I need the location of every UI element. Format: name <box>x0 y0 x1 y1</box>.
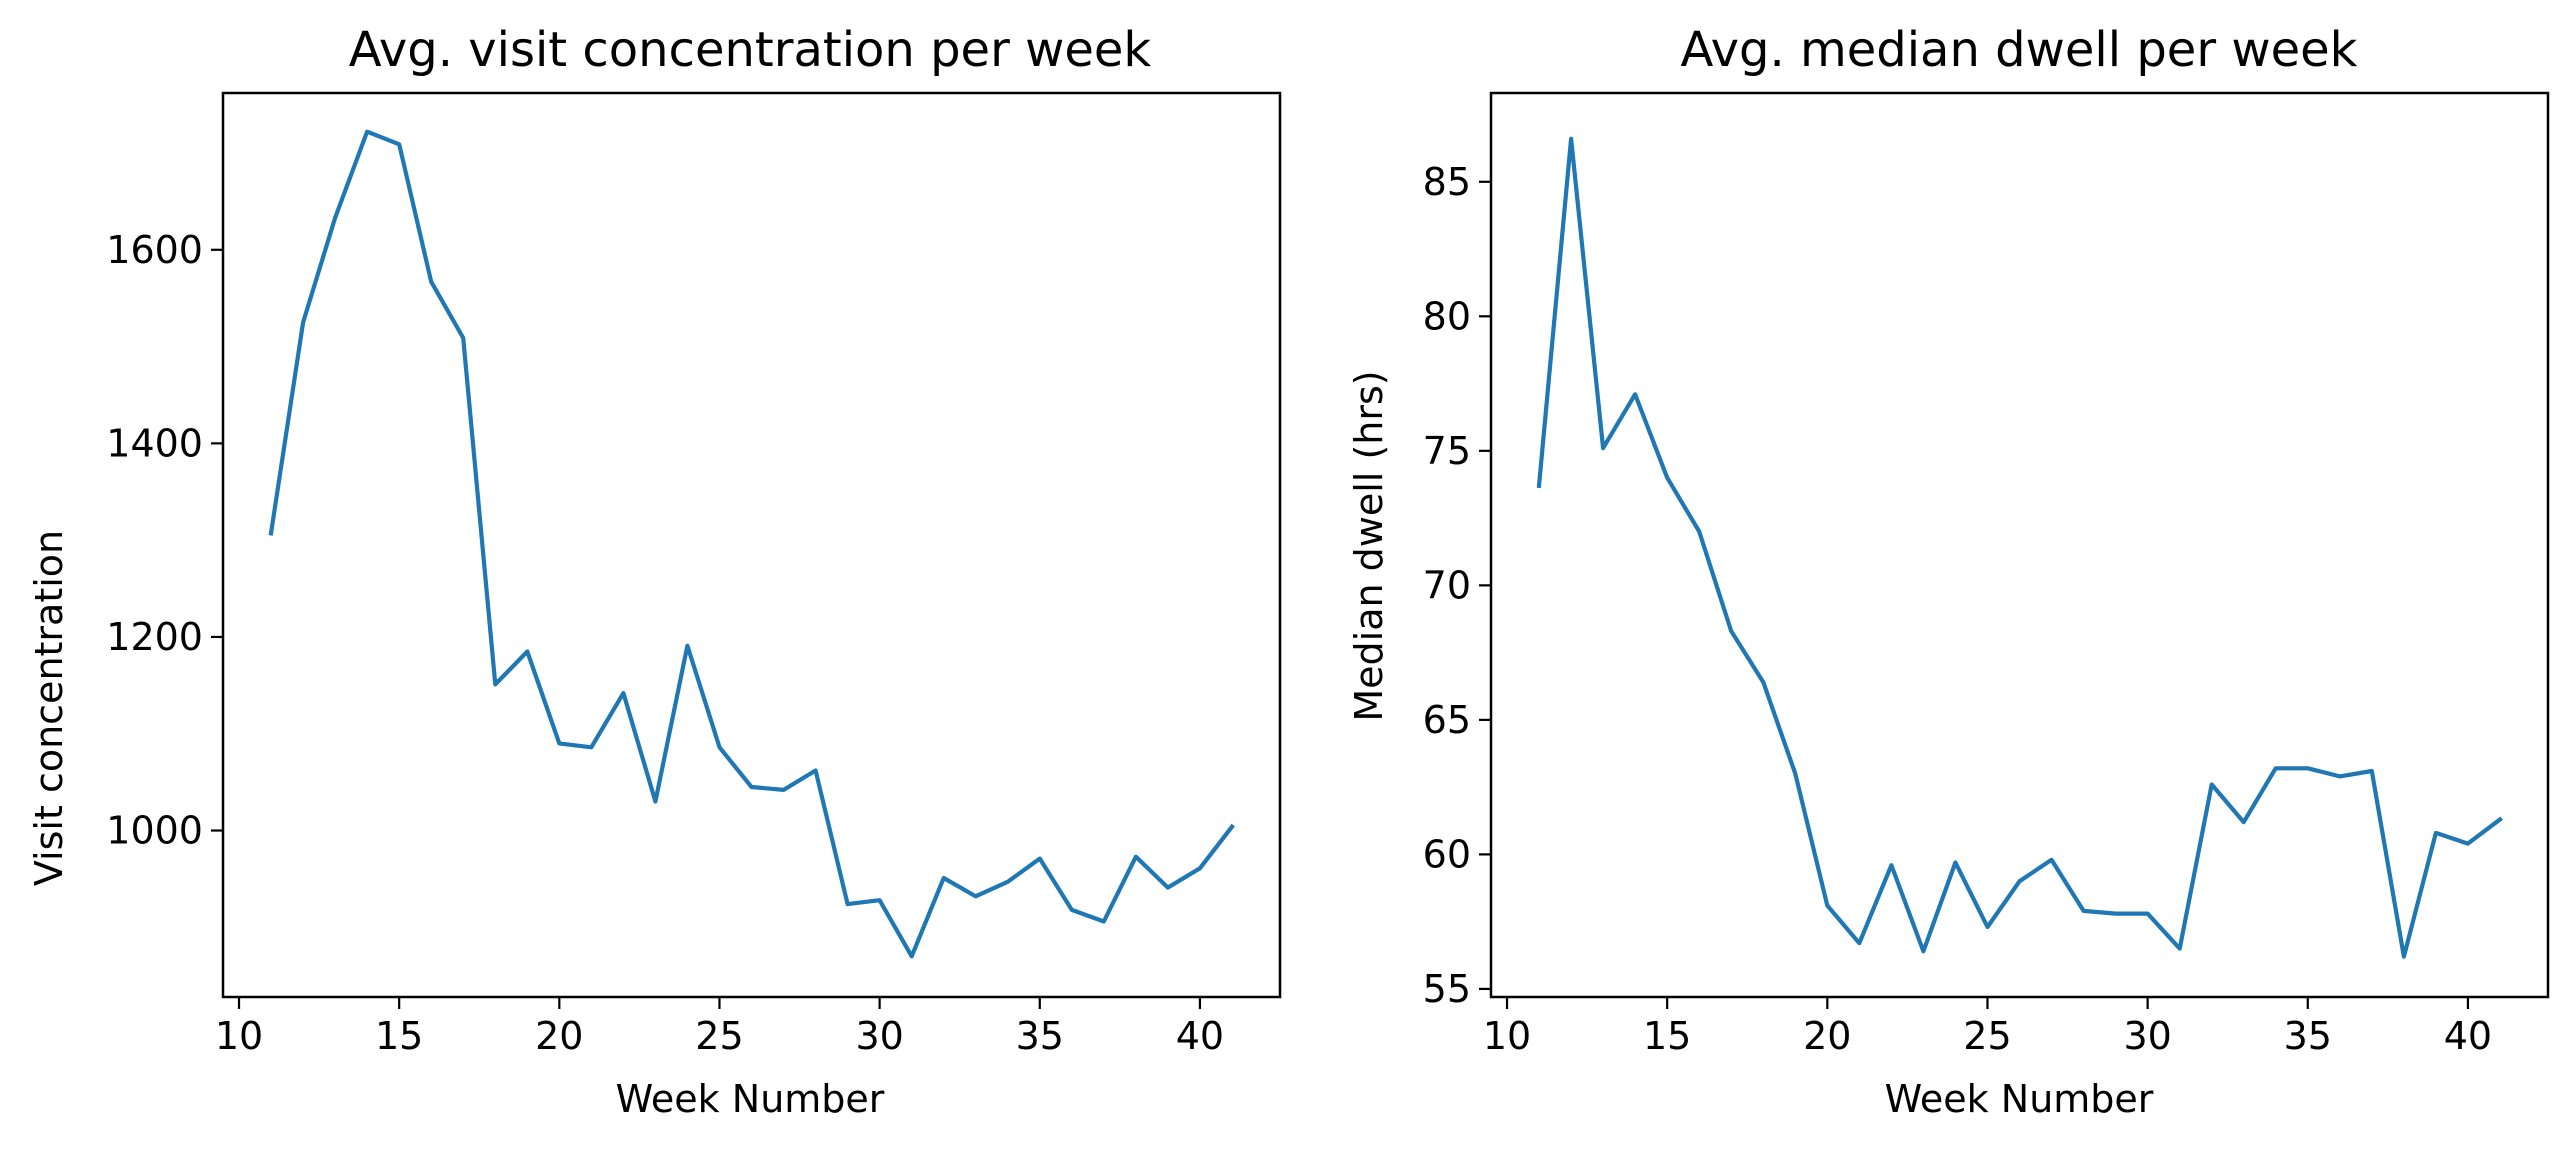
x-tick-label: 30 <box>855 1014 903 1058</box>
x-tick-label: 40 <box>1176 1014 1224 1058</box>
x-tick-label: 15 <box>1643 1014 1691 1058</box>
y-tick-label: 80 <box>1423 294 1471 338</box>
y-tick-label: 85 <box>1423 160 1471 204</box>
y-tick-label: 55 <box>1423 967 1471 1011</box>
y-tick-label: 70 <box>1423 563 1471 607</box>
x-tick-label: 25 <box>1963 1014 2011 1058</box>
axes-frame <box>221 91 1282 999</box>
series-line <box>1536 136 2503 959</box>
x-tick-label: 35 <box>1016 1014 1064 1058</box>
y-tick-label: 1000 <box>106 809 203 853</box>
plot-area: 10 15 20 25 30 35 40 55 60 65 70 75 80 85 <box>1423 91 2550 1058</box>
y-tick-label: 1400 <box>106 421 203 465</box>
y-tick-label: 1600 <box>106 228 203 272</box>
y-tick-label: 65 <box>1423 698 1471 742</box>
chart-title: Avg. median dwell per week <box>1681 22 2358 78</box>
chart-title: Avg. visit concentration per week <box>349 22 1152 78</box>
x-tick-label: 10 <box>1483 1014 1531 1058</box>
x-axis-label: Week Number <box>616 1077 885 1121</box>
y-tick-label: 60 <box>1423 832 1471 876</box>
axes-frame <box>1489 91 2550 999</box>
x-tick-label: 35 <box>2284 1014 2332 1058</box>
x-tick-label: 10 <box>215 1014 263 1058</box>
x-axis-label: Week Number <box>1885 1077 2154 1121</box>
y-axis-label: Visit concentration <box>27 530 71 886</box>
y-tick-label: 75 <box>1423 429 1471 473</box>
x-tick-label: 20 <box>1803 1014 1851 1058</box>
x-tick-label: 25 <box>695 1014 743 1058</box>
y-tick-label: 1200 <box>106 615 203 659</box>
x-tick-label: 20 <box>535 1014 583 1058</box>
x-tick-label: 30 <box>2123 1014 2171 1058</box>
chart-median-dwell: Avg. median dwell per week Week Number M… <box>1347 22 2550 1121</box>
y-axis-label: Median dwell (hrs) <box>1347 370 1391 721</box>
x-tick-label: 40 <box>2444 1014 2492 1058</box>
chart-visit-concentration: Avg. visit concentration per week Week N… <box>27 22 1282 1121</box>
plot-area: 10 15 20 25 30 35 40 1000 1200 1400 1600 <box>106 91 1282 1058</box>
series-line <box>268 129 1235 959</box>
x-tick-label: 15 <box>375 1014 423 1058</box>
